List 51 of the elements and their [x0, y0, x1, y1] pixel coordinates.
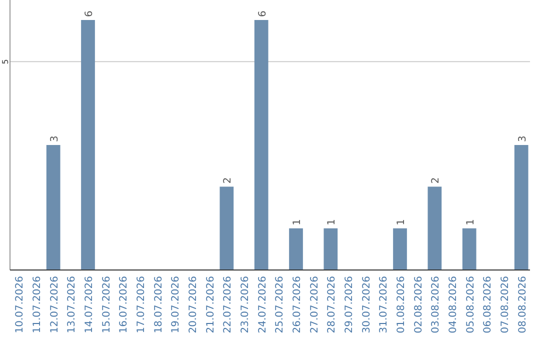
x-tick-label: 05.08.2026 — [465, 276, 476, 334]
data-label: 2 — [222, 177, 234, 184]
data-label: 3 — [49, 136, 60, 142]
x-tick-label: 18.07.2026 — [153, 276, 164, 334]
y-tick-label: 5 — [1, 59, 10, 64]
bar — [289, 228, 303, 270]
data-label: 1 — [292, 218, 303, 226]
x-tick-label: 24.07.2026 — [257, 276, 268, 334]
data-label: 6 — [84, 10, 95, 17]
bar — [46, 145, 60, 270]
bar — [254, 20, 268, 270]
bar — [462, 228, 476, 270]
x-tick-label: 08.08.2026 — [517, 276, 528, 334]
x-tick-label: 30.07.2026 — [361, 276, 372, 334]
x-tick-label: 06.08.2026 — [482, 276, 494, 334]
data-label: 6 — [257, 10, 268, 17]
x-tick-label: 07.08.2026 — [500, 276, 511, 334]
x-tick-label: 12.07.2026 — [49, 276, 60, 334]
x-tick-label: 03.08.2026 — [430, 276, 442, 334]
x-tick-label: 29.07.2026 — [344, 276, 355, 334]
x-tick-label: 25.07.2026 — [274, 276, 286, 334]
bar — [428, 186, 442, 270]
bar — [324, 228, 338, 270]
data-label: 2 — [430, 177, 442, 184]
x-tick-label: 13.07.2026 — [66, 276, 78, 334]
x-tick-label: 20.07.2026 — [188, 276, 199, 334]
x-tick-label: 10.07.2026 — [14, 276, 26, 334]
x-tick-label: 04.08.2026 — [448, 276, 459, 334]
x-tick-label: 31.07.2026 — [378, 276, 390, 334]
x-tick-label: 26.07.2026 — [292, 276, 303, 334]
x-tick-label: 17.07.2026 — [136, 276, 147, 334]
bar — [393, 228, 407, 270]
data-label: 1 — [465, 218, 476, 226]
x-tick-label: 02.08.2026 — [413, 276, 424, 334]
x-tick-label: 22.07.2026 — [222, 276, 234, 334]
x-tick-label: 11.07.2026 — [32, 276, 43, 334]
x-tick-label: 27.07.2026 — [309, 276, 320, 334]
x-tick-label: 14.07.2026 — [84, 276, 95, 334]
x-tick-label: 16.07.2026 — [118, 276, 130, 334]
x-tick-label: 19.07.2026 — [170, 276, 182, 334]
x-tick-label: 28.07.2026 — [326, 276, 338, 334]
data-label: 3 — [517, 136, 528, 142]
bar — [220, 186, 234, 270]
x-tick-label: 01.08.2026 — [396, 276, 407, 334]
bar — [514, 145, 528, 270]
x-tick-label: 21.07.2026 — [205, 276, 216, 334]
x-tick-label: 23.07.2026 — [240, 276, 251, 334]
data-label: 1 — [396, 218, 407, 226]
bar — [81, 20, 95, 270]
data-label: 1 — [326, 218, 338, 226]
x-tick-label: 15.07.2026 — [101, 276, 112, 334]
